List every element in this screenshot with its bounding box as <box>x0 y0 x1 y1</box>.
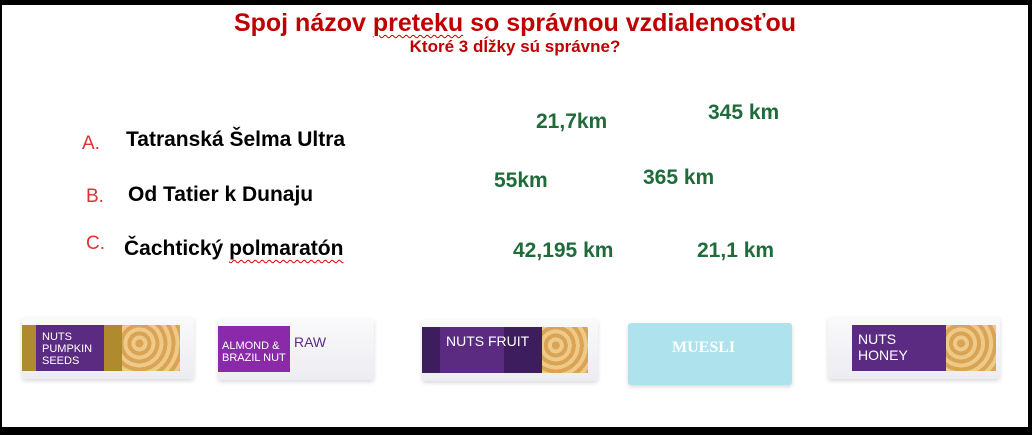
subtitle: Ktoré 3 dĺžky sú správne? <box>409 37 621 56</box>
race-letter-b: B. <box>86 186 104 207</box>
distance-option[interactable]: 365 km <box>643 166 715 189</box>
distance-option[interactable]: 21,7km <box>536 110 608 133</box>
race-letter-a: A. <box>82 133 100 154</box>
product-nuts-honey: NUTS HONEY <box>828 317 1000 379</box>
race-letter-c: C. <box>86 233 105 254</box>
distance-option[interactable]: 55km <box>494 169 548 192</box>
race-name-a[interactable]: Tatranská Šelma Ultra <box>126 128 346 151</box>
product-nuts-fruit: NUTS FRUIT <box>422 319 598 381</box>
distance-option[interactable]: 345 km <box>708 101 780 124</box>
distance-option[interactable]: 42,195 km <box>513 239 614 262</box>
race-name-b[interactable]: Od Tatier k Dunaju <box>128 183 314 206</box>
race-name-c[interactable]: Čachtický polmaratón <box>124 237 344 260</box>
distance-option[interactable]: 21,1 km <box>697 239 775 262</box>
product-raw-almond: ALMOND & BRAZIL NUT RAW <box>218 318 374 380</box>
page-title: Spoj názov preteku so správnou vzdialeno… <box>233 9 797 37</box>
slide: Spoj názov preteku so správnou vzdialeno… <box>2 5 1028 427</box>
product-nuts-pumpkin: NUTS PUMPKIN SEEDS <box>22 317 194 379</box>
product-muesli: MUESLI <box>628 323 792 385</box>
